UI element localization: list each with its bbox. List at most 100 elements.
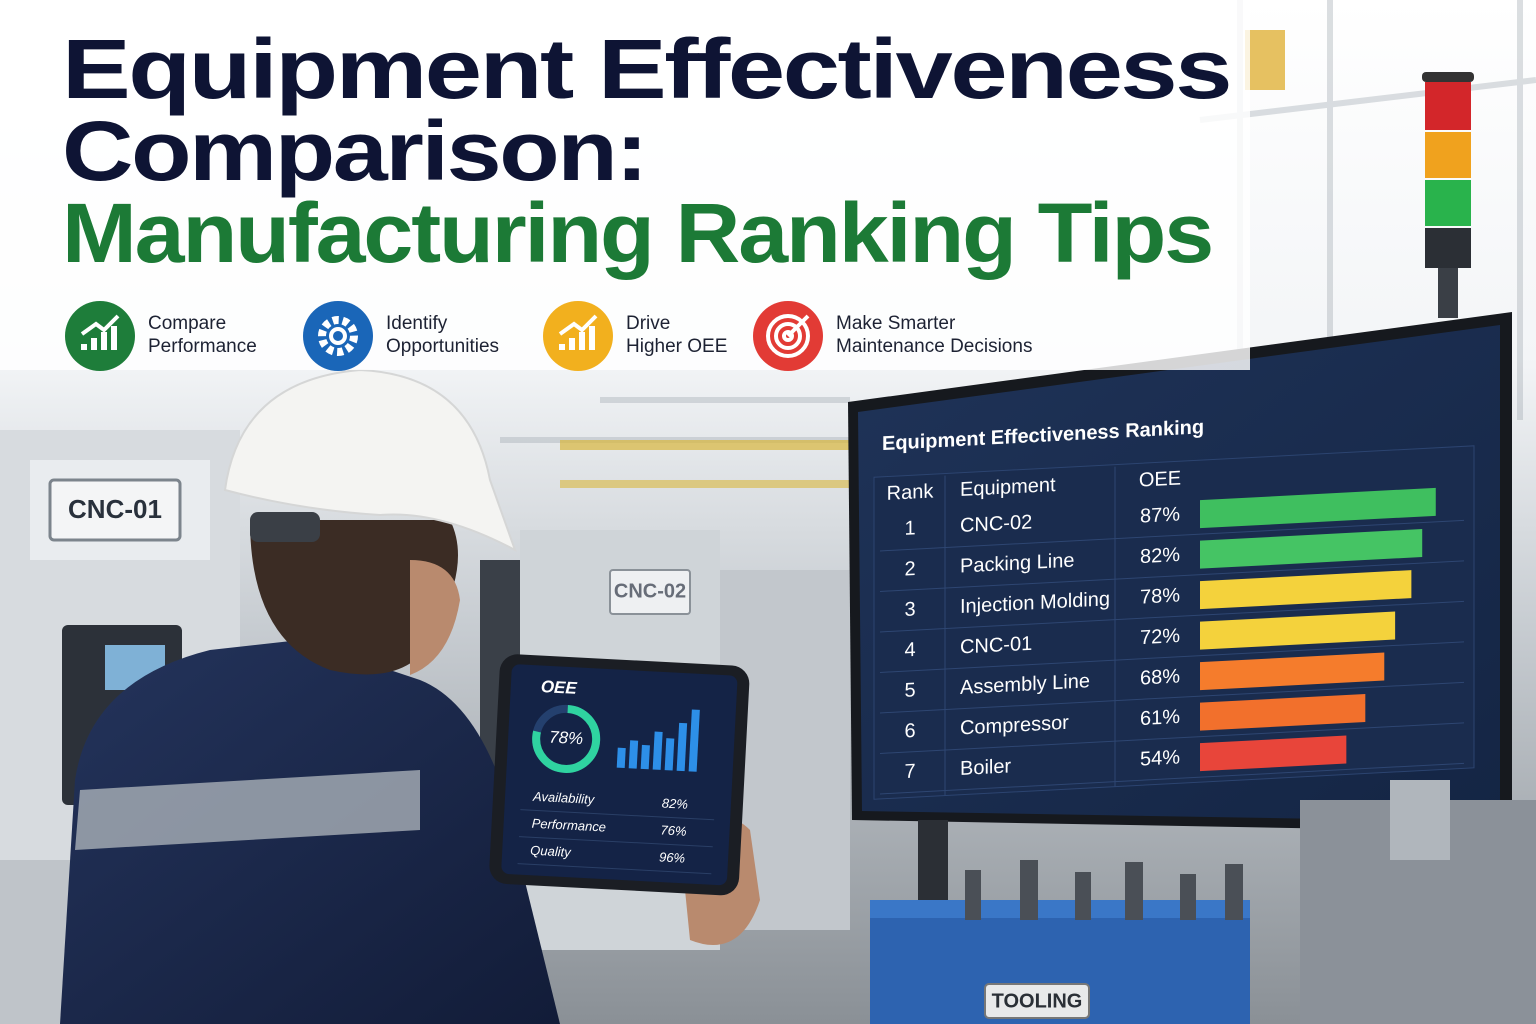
decoration [1020,860,1038,920]
decoration [1125,862,1143,920]
rank: 7 [904,760,915,783]
tablet: OEE 78% Availability 82% Performance 76% Quali… [489,654,750,896]
oee-label: 78% [1140,585,1180,609]
decoration [616,747,626,769]
title-line: Manufacturing Ranking Tips [62,186,1212,280]
metric-name: Performance [531,816,606,835]
decoration [1225,864,1243,920]
icon-bar [101,332,107,350]
title-line: Comparison: [62,104,646,198]
bar [1200,487,1436,529]
icon-ring [774,322,802,350]
monitor-stand [918,820,948,910]
icon-bar [81,344,87,350]
cart-plate [984,983,1090,1019]
row-divider [880,722,1464,754]
row-divider [880,560,1464,592]
feature-icon [543,301,613,371]
icon-bar [579,332,585,350]
decoration [1180,874,1196,920]
icon-dart [786,314,810,338]
metric-divider [518,836,713,848]
feature-text: Performance [148,336,257,357]
oee-label: 87% [1140,504,1180,528]
cart-label: TOOLING [992,990,1083,1012]
metric-value: 82% [662,795,689,811]
metric-value: 76% [660,822,687,838]
decoration [1199,77,1536,123]
metric-name: Quality [530,843,573,860]
feature-text: Make Smarter [836,313,956,334]
feature-text: Compare [148,313,226,334]
feature-text: Drive [626,313,670,334]
decoration [965,870,981,920]
feature-icon [303,301,373,371]
bar [1200,694,1366,731]
column-header: Equipment [960,474,1056,501]
feature-text: Maintenance Decisions [836,336,1032,357]
rank: 4 [904,639,915,662]
decoration [1425,228,1471,268]
machine-label: CNC-01 [68,494,162,524]
icon-glyph [766,314,810,358]
machine-part [1390,780,1450,860]
machine-label: CNC-02 [614,580,686,602]
decoration [640,744,650,770]
feature-text: Higher OEE [626,336,727,357]
icon-glyph [318,316,358,356]
decoration [1438,268,1458,318]
oee-label: 82% [1140,544,1180,568]
row-divider [880,519,1464,552]
title-line: Equipment Effectiveness [62,22,1230,116]
feature-text: Identify [386,313,448,334]
icon-ring [782,330,794,342]
oee-label: 61% [1140,706,1180,730]
icon-glyph [558,314,598,350]
gauge-value [532,704,601,773]
equipment-name: CNC-02 [960,511,1032,537]
icon-bar [589,326,595,350]
metric-divider [517,863,712,875]
worker-head [250,520,458,675]
equipment-name: Boiler [960,755,1011,780]
icon-arrow [558,314,598,336]
icon-gear [318,316,358,356]
rank: 3 [904,598,915,621]
row-divider [880,762,1464,795]
rail [560,480,850,488]
header-backdrop [0,0,1250,370]
oee-label: 72% [1140,625,1180,649]
bar [1200,529,1423,569]
oee-label: 68% [1140,666,1180,690]
decoration [1075,872,1091,920]
row-divider [880,600,1464,633]
tablet-title: OEE [540,677,578,698]
icon-bar [111,326,117,350]
rank: 6 [904,720,915,743]
hard-hat [223,368,517,553]
bar [1200,735,1347,772]
tool-holders [965,860,1243,920]
machine-plate [609,569,691,615]
reflective-stripe [75,770,420,850]
rank: 1 [904,517,915,540]
icon-bar [91,338,97,350]
decoration [628,740,639,769]
decoration [1425,180,1471,226]
row-divider [880,641,1464,673]
bar [1200,611,1396,650]
decoration [1425,82,1471,130]
crane [1245,30,1285,90]
bar [1200,652,1385,691]
icon-gear-hub [329,327,347,345]
bar [1200,570,1412,610]
decoration [1425,132,1471,178]
metric-name: Availability [532,789,596,807]
icon-glyph [80,314,120,350]
decoration [664,738,675,771]
column-header: Rank [887,480,935,504]
decoration [688,709,700,772]
